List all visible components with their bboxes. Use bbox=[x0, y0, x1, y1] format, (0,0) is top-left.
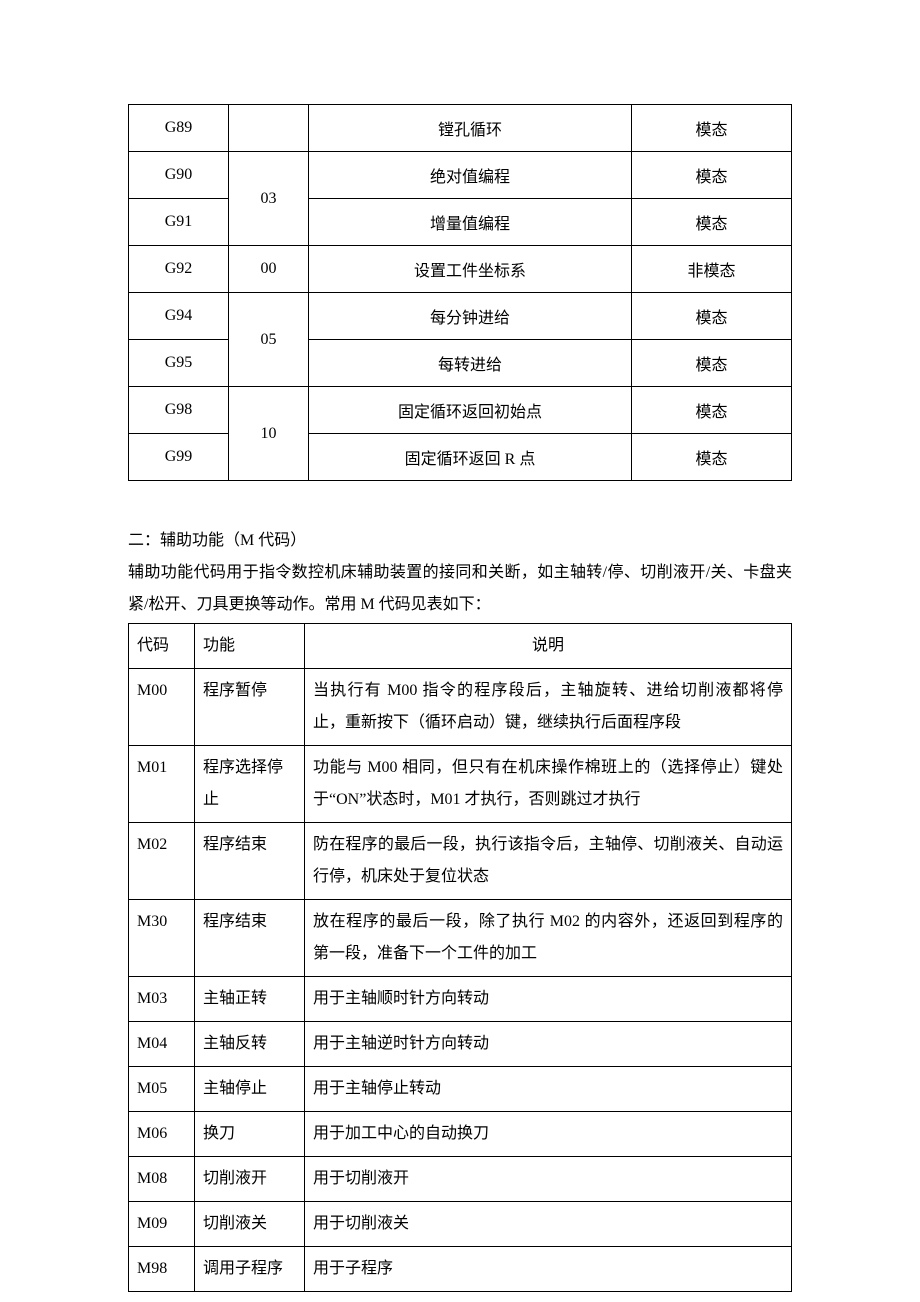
gcode-cell-code: G99 bbox=[129, 434, 229, 481]
table-row: M00 程序暂停 当执行有 M00 指令的程序段后，主轴旋转、进给切削液都将停止… bbox=[129, 669, 792, 746]
gcode-cell-desc: 每转进给 bbox=[309, 340, 632, 387]
mcode-cell-func: 程序结束 bbox=[195, 900, 305, 977]
table-row: M03 主轴正转 用于主轴顺时针方向转动 bbox=[129, 977, 792, 1022]
mcode-header-desc: 说明 bbox=[305, 624, 792, 669]
gcode-table: G89 镗孔循环 模态 G90 03 绝对值编程 模态 G91 增量值编程 模态… bbox=[128, 104, 792, 481]
gcode-cell-desc: 镗孔循环 bbox=[309, 105, 632, 152]
gcode-cell-mode: 模态 bbox=[632, 387, 792, 434]
gcode-cell-group bbox=[229, 105, 309, 152]
mcode-header-func: 功能 bbox=[195, 624, 305, 669]
table-row: M08 切削液开 用于切削液开 bbox=[129, 1157, 792, 1202]
mcode-header-code: 代码 bbox=[129, 624, 195, 669]
table-row: G98 10 固定循环返回初始点 模态 bbox=[129, 387, 792, 434]
gcode-cell-mode: 模态 bbox=[632, 293, 792, 340]
gcode-cell-code: G95 bbox=[129, 340, 229, 387]
mcode-cell-func: 程序暂停 bbox=[195, 669, 305, 746]
mcode-cell-code: M09 bbox=[129, 1202, 195, 1247]
gcode-cell-mode: 模态 bbox=[632, 340, 792, 387]
gcode-cell-group: 05 bbox=[229, 293, 309, 387]
mcode-cell-desc: 用于加工中心的自动换刀 bbox=[305, 1112, 792, 1157]
mcode-cell-func: 调用子程序 bbox=[195, 1247, 305, 1292]
mcode-cell-func: 切削液开 bbox=[195, 1157, 305, 1202]
gcode-cell-code: G91 bbox=[129, 199, 229, 246]
mcode-cell-code: M02 bbox=[129, 823, 195, 900]
gcode-cell-mode: 非模态 bbox=[632, 246, 792, 293]
gcode-cell-desc: 每分钟进给 bbox=[309, 293, 632, 340]
mcode-cell-desc: 防在程序的最后一段，执行该指令后，主轴停、切削液关、自动运行停，机床处于复位状态 bbox=[305, 823, 792, 900]
gcode-cell-group: 00 bbox=[229, 246, 309, 293]
mcode-cell-func: 主轴反转 bbox=[195, 1022, 305, 1067]
mcode-cell-func: 换刀 bbox=[195, 1112, 305, 1157]
table-row: M09 切削液关 用于切削液关 bbox=[129, 1202, 792, 1247]
section-paragraph: 辅助功能代码用于指令数控机床辅助装置的接同和关断，如主轴转/停、切削液开/关、卡… bbox=[128, 557, 792, 621]
gcode-cell-mode: 模态 bbox=[632, 434, 792, 481]
table-row: M05 主轴停止 用于主轴停止转动 bbox=[129, 1067, 792, 1112]
gcode-cell-desc: 绝对值编程 bbox=[309, 152, 632, 199]
gcode-cell-mode: 模态 bbox=[632, 199, 792, 246]
mcode-cell-code: M06 bbox=[129, 1112, 195, 1157]
gcode-cell-code: G92 bbox=[129, 246, 229, 293]
table-row: M30 程序结束 放在程序的最后一段，除了执行 M02 的内容外，还返回到程序的… bbox=[129, 900, 792, 977]
mcode-cell-func: 程序选择停止 bbox=[195, 746, 305, 823]
table-row: G99 固定循环返回 R 点 模态 bbox=[129, 434, 792, 481]
mcode-cell-func: 主轴停止 bbox=[195, 1067, 305, 1112]
mcode-cell-desc: 用于切削液关 bbox=[305, 1202, 792, 1247]
gcode-cell-code: G90 bbox=[129, 152, 229, 199]
table-row: G89 镗孔循环 模态 bbox=[129, 105, 792, 152]
mcode-cell-desc: 放在程序的最后一段，除了执行 M02 的内容外，还返回到程序的第一段，准备下一个… bbox=[305, 900, 792, 977]
mcode-cell-func: 程序结束 bbox=[195, 823, 305, 900]
mcode-cell-desc: 用于主轴停止转动 bbox=[305, 1067, 792, 1112]
gcode-cell-group: 10 bbox=[229, 387, 309, 481]
mcode-cell-desc: 功能与 M00 相同，但只有在机床操作棉班上的（选择停止）键处于“ON”状态时，… bbox=[305, 746, 792, 823]
gcode-cell-code: G98 bbox=[129, 387, 229, 434]
gcode-cell-desc: 设置工件坐标系 bbox=[309, 246, 632, 293]
mcode-cell-code: M30 bbox=[129, 900, 195, 977]
mcode-cell-code: M03 bbox=[129, 977, 195, 1022]
table-row: G95 每转进给 模态 bbox=[129, 340, 792, 387]
mcode-cell-code: M01 bbox=[129, 746, 195, 823]
mcode-cell-desc: 用于主轴逆时针方向转动 bbox=[305, 1022, 792, 1067]
table-row: G94 05 每分钟进给 模态 bbox=[129, 293, 792, 340]
table-header-row: 代码 功能 说明 bbox=[129, 624, 792, 669]
document-page: G89 镗孔循环 模态 G90 03 绝对值编程 模态 G91 增量值编程 模态… bbox=[0, 0, 920, 1302]
table-row: M04 主轴反转 用于主轴逆时针方向转动 bbox=[129, 1022, 792, 1067]
mcode-cell-code: M00 bbox=[129, 669, 195, 746]
mcode-table: 代码 功能 说明 M00 程序暂停 当执行有 M00 指令的程序段后，主轴旋转、… bbox=[128, 623, 792, 1292]
gcode-cell-desc: 固定循环返回 R 点 bbox=[309, 434, 632, 481]
table-row: G90 03 绝对值编程 模态 bbox=[129, 152, 792, 199]
gcode-cell-desc: 固定循环返回初始点 bbox=[309, 387, 632, 434]
gcode-cell-code: G89 bbox=[129, 105, 229, 152]
gcode-cell-mode: 模态 bbox=[632, 105, 792, 152]
table-row: M01 程序选择停止 功能与 M00 相同，但只有在机床操作棉班上的（选择停止）… bbox=[129, 746, 792, 823]
gcode-cell-code: G94 bbox=[129, 293, 229, 340]
table-row: G92 00 设置工件坐标系 非模态 bbox=[129, 246, 792, 293]
mcode-cell-desc: 用于主轴顺时针方向转动 bbox=[305, 977, 792, 1022]
gcode-cell-group: 03 bbox=[229, 152, 309, 246]
gcode-cell-mode: 模态 bbox=[632, 152, 792, 199]
mcode-cell-desc: 当执行有 M00 指令的程序段后，主轴旋转、进给切削液都将停止，重新按下（循环启… bbox=[305, 669, 792, 746]
mcode-cell-code: M04 bbox=[129, 1022, 195, 1067]
table-row: M02 程序结束 防在程序的最后一段，执行该指令后，主轴停、切削液关、自动运行停… bbox=[129, 823, 792, 900]
mcode-cell-desc: 用于切削液开 bbox=[305, 1157, 792, 1202]
mcode-cell-func: 切削液关 bbox=[195, 1202, 305, 1247]
mcode-cell-code: M98 bbox=[129, 1247, 195, 1292]
table-row: M06 换刀 用于加工中心的自动换刀 bbox=[129, 1112, 792, 1157]
mcode-cell-func: 主轴正转 bbox=[195, 977, 305, 1022]
section-title: 二：辅助功能（M 代码） bbox=[128, 525, 792, 557]
table-row: M98 调用子程序 用于子程序 bbox=[129, 1247, 792, 1292]
mcode-cell-desc: 用于子程序 bbox=[305, 1247, 792, 1292]
table-row: G91 增量值编程 模态 bbox=[129, 199, 792, 246]
mcode-cell-code: M08 bbox=[129, 1157, 195, 1202]
mcode-cell-code: M05 bbox=[129, 1067, 195, 1112]
gcode-cell-desc: 增量值编程 bbox=[309, 199, 632, 246]
